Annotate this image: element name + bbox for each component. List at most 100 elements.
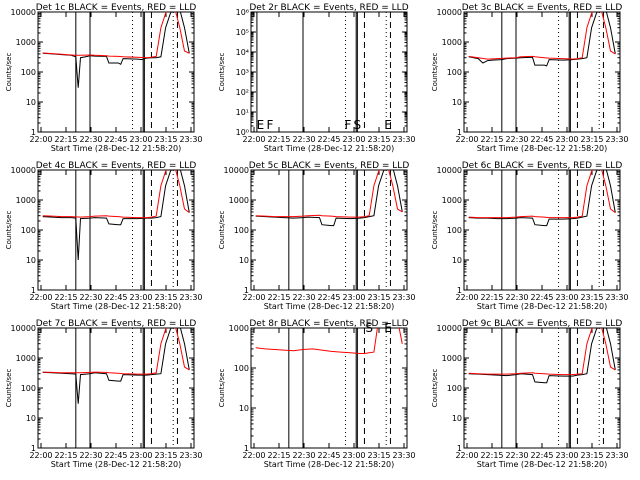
x-tick-label: 22:15 <box>54 135 77 144</box>
x-tick-label: 22:30 <box>292 135 315 144</box>
x-tick-label: 22:45 <box>530 135 553 144</box>
x-tick-label: 23:15 <box>367 293 390 302</box>
x-tick-label: 22:15 <box>267 451 290 460</box>
plot-area <box>255 170 403 290</box>
annotation-label: S <box>365 321 373 335</box>
plot-frame <box>37 169 195 291</box>
chart-panel-2: Det 2r BLACK = Events, RED = LLD 10⁰ 10¹ 10… <box>218 3 416 153</box>
y-tick-label: 1 <box>457 128 462 137</box>
y-tick-label: 10000 <box>224 166 249 175</box>
x-tick-label: 22:00 <box>455 451 478 460</box>
chart-title: Det 8r BLACK = Events, RED = LLD <box>249 319 408 329</box>
x-axis-label: Start Time (28-Dec-12 21:58:20) <box>51 144 182 153</box>
chart-panel-1: Det 1c BLACK = Events, RED = LLD 1 10 100 10… <box>5 3 203 153</box>
x-tick-label: 23:00 <box>342 451 365 460</box>
x-tick-label: 23:15 <box>367 135 390 144</box>
series-events <box>42 328 190 404</box>
x-tick-label: 22:30 <box>79 451 102 460</box>
series-lld <box>468 12 616 60</box>
x-tick-label: 22:45 <box>317 293 340 302</box>
chart-panel-7: Det 7c BLACK = Events, RED = LLD 1 10 100 10… <box>5 319 203 469</box>
x-tick-label: 23:00 <box>555 293 578 302</box>
annotation-label: F <box>266 118 273 132</box>
plot-frame <box>463 169 621 291</box>
plot-frame <box>37 11 195 133</box>
y-tick-label: 1000 <box>16 354 36 363</box>
x-tick-label: 23:15 <box>580 451 603 460</box>
y-tick-label: 1 <box>457 286 462 295</box>
plot-frame <box>37 327 195 449</box>
y-tick-label: 10 <box>452 256 462 265</box>
y-tick-label: 1000 <box>229 324 249 333</box>
x-tick-label: 23:00 <box>129 293 152 302</box>
series-lld <box>42 12 190 59</box>
y-tick-label: 1000 <box>16 38 36 47</box>
y-tick-label: 10000 <box>437 324 462 333</box>
series-lld <box>468 170 616 219</box>
y-tick-label: 1000 <box>442 38 462 47</box>
x-tick-label: 23:30 <box>605 293 628 302</box>
x-axis-label: Start Time (28-Dec-12 21:58:20) <box>51 460 182 469</box>
plot-area <box>42 328 190 448</box>
y-tick-label: 10² <box>236 88 249 97</box>
series-events <box>42 12 190 88</box>
y-tick-label: 1 <box>244 286 249 295</box>
plot-frame <box>250 327 408 449</box>
y-axis-label: Counts/sec <box>5 211 13 250</box>
x-tick-label: 22:00 <box>29 293 52 302</box>
x-tick-label: 23:30 <box>392 451 415 460</box>
series-lld <box>42 170 190 219</box>
y-axis-label: Counts/sec <box>431 211 439 250</box>
annotation-label: E <box>384 321 392 335</box>
x-axis-label: Start Time (28-Dec-12 21:58:20) <box>51 302 182 311</box>
x-tick-label: 22:30 <box>292 293 315 302</box>
x-tick-label: 23:00 <box>342 135 365 144</box>
y-tick-label: 1 <box>244 444 249 453</box>
series-lld <box>255 170 403 218</box>
x-tick-label: 22:45 <box>104 135 127 144</box>
annotation-label: E <box>257 118 265 132</box>
x-tick-label: 22:30 <box>505 293 528 302</box>
y-axis-label: Counts/sec <box>218 369 226 408</box>
x-tick-label: 22:45 <box>317 451 340 460</box>
y-tick-label: 1 <box>31 286 36 295</box>
x-tick-label: 23:30 <box>179 293 202 302</box>
y-axis-label: Counts/sec <box>5 369 13 408</box>
chart-title: Det 4c BLACK = Events, RED = LLD <box>36 161 197 171</box>
x-tick-label: 22:15 <box>54 293 77 302</box>
x-tick-label: 22:15 <box>267 135 290 144</box>
y-tick-label: 100 <box>21 226 36 235</box>
y-tick-label: 10000 <box>437 8 462 17</box>
plot-frame <box>250 169 408 291</box>
y-axis-label: Counts/sec <box>218 53 226 92</box>
x-tick-label: 23:15 <box>580 293 603 302</box>
x-tick-label: 23:30 <box>179 451 202 460</box>
x-tick-label: 22:45 <box>530 451 553 460</box>
y-tick-label: 10⁵ <box>236 28 249 37</box>
x-tick-label: 23:30 <box>392 293 415 302</box>
y-tick-label: 10000 <box>11 8 36 17</box>
y-axis-label: Counts/sec <box>431 369 439 408</box>
chart-title: Det 3c BLACK = Events, RED = LLD <box>462 3 623 13</box>
x-axis-label: Start Time (28-Dec-12 21:58:20) <box>264 302 395 311</box>
x-tick-label: 23:00 <box>342 293 365 302</box>
x-tick-label: 22:00 <box>455 293 478 302</box>
plot-area <box>42 12 190 132</box>
y-axis-label: Counts/sec <box>431 53 439 92</box>
y-tick-label: 10 <box>26 256 36 265</box>
y-tick-label: 10¹ <box>236 108 249 117</box>
y-tick-label: 10000 <box>11 324 36 333</box>
chart-panel-4: Det 4c BLACK = Events, RED = LLD 1 10 100 10… <box>5 161 203 311</box>
x-tick-label: 22:00 <box>242 135 265 144</box>
plot-frame <box>250 11 408 133</box>
x-tick-label: 22:45 <box>104 293 127 302</box>
plot-area <box>42 170 190 290</box>
x-tick-label: 22:45 <box>317 135 340 144</box>
series-events <box>42 170 190 261</box>
y-tick-label: 100 <box>447 68 462 77</box>
annotation-label: E <box>384 118 392 132</box>
chart-title: Det 1c BLACK = Events, RED = LLD <box>36 3 197 13</box>
plot-area <box>468 328 616 448</box>
series-events <box>468 170 616 227</box>
